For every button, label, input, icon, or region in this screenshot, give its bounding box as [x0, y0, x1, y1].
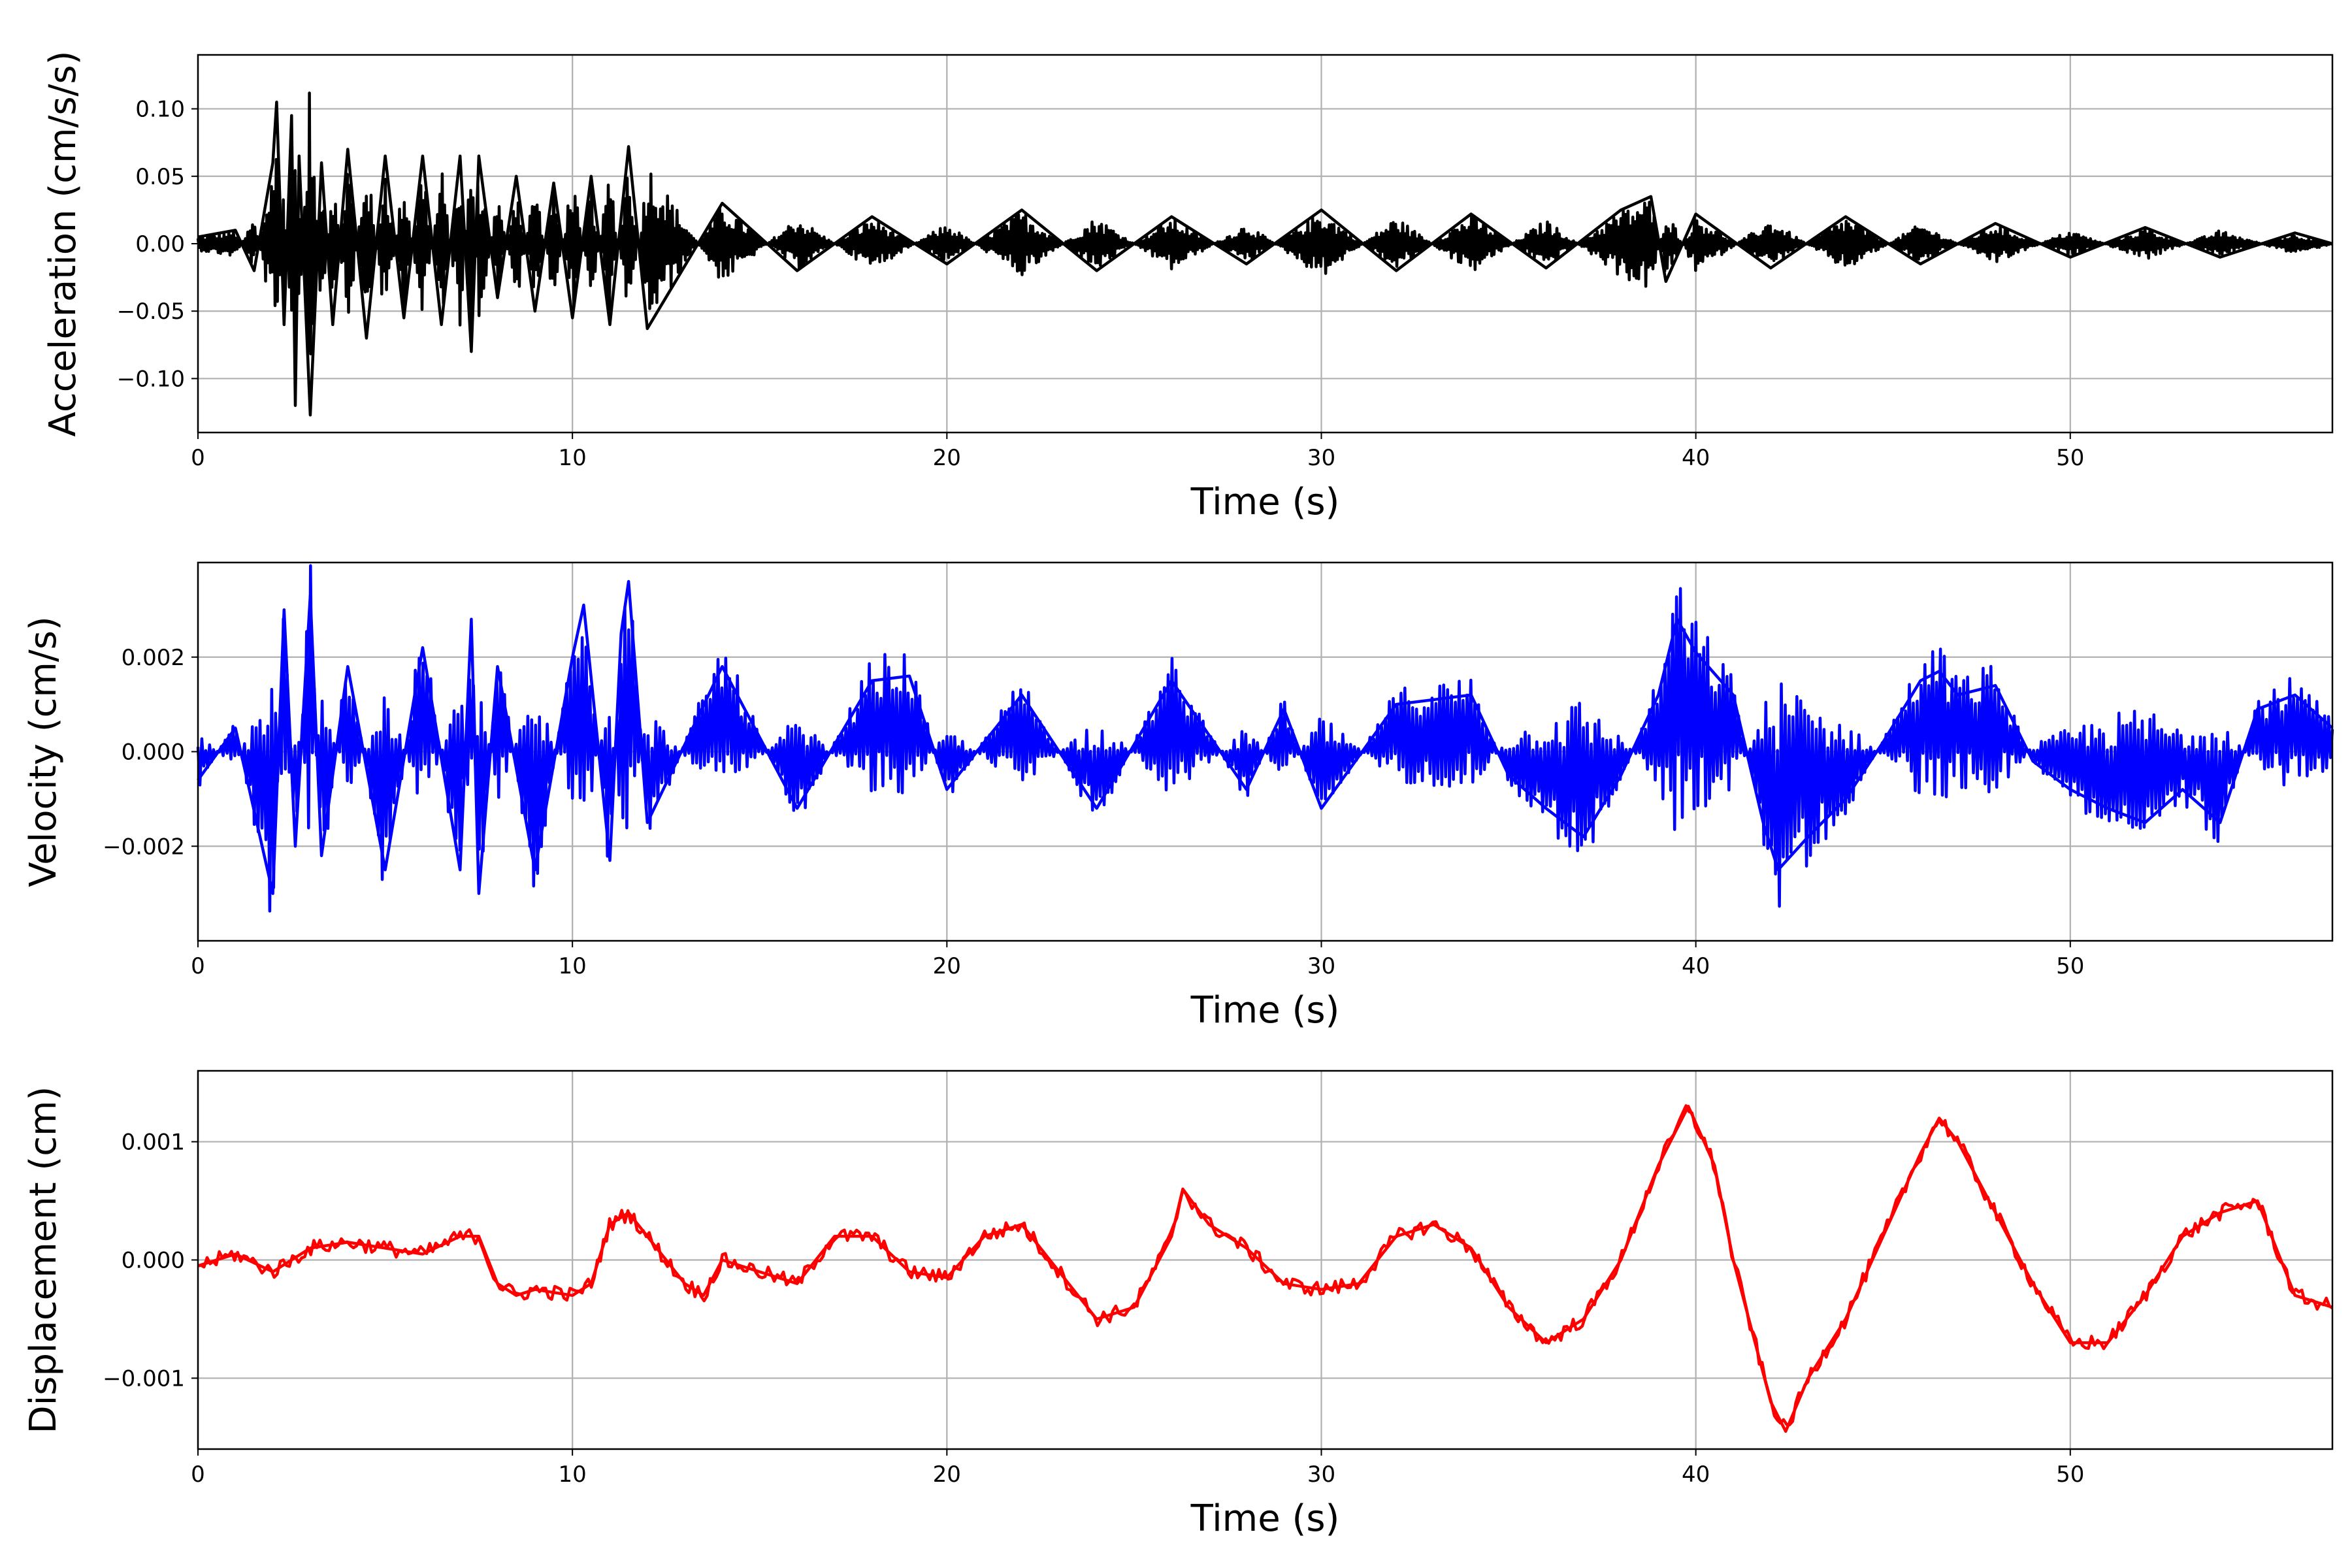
displacement-xtick-label: 40 [1682, 1462, 1710, 1488]
velocity-ytick-label: −0.002 [103, 834, 185, 860]
velocity-xtick-label: 30 [1307, 953, 1335, 979]
velocity-xtick-label: 40 [1682, 953, 1710, 979]
displacement-yaxis-label: Displacement (cm) [22, 1086, 65, 1434]
displacement-panel: 0 10 20 30 40 50 −0.001 0.000 0.001 Time (s) Displ… [22, 1070, 2334, 1540]
displacement-xtick-label: 50 [2056, 1462, 2084, 1488]
displacement-xtick-label: 10 [559, 1462, 587, 1488]
displacement-xtick-label: 30 [1307, 1462, 1335, 1488]
acceleration-ytick-label: −0.05 [117, 299, 185, 325]
velocity-panel: 0 10 20 30 40 50 −0.002 0.000 0.002 Time (s) Veloc… [22, 561, 2334, 1032]
velocity-xtick-label: 10 [559, 953, 587, 979]
displacement-xtick-label: 0 [191, 1462, 205, 1488]
displacement-series-line [197, 1104, 2334, 1427]
displacement-ytick-label: 0.001 [122, 1130, 185, 1156]
velocity-xtick-label: 0 [191, 953, 205, 979]
acceleration-ytick-label: −0.10 [117, 366, 185, 392]
displacement-ytick-label: −0.001 [103, 1365, 185, 1392]
velocity-xaxis-label: Time (s) [1190, 989, 1340, 1032]
acceleration-yaxis-label: Acceleration (cm/s/s) [42, 51, 84, 437]
acceleration-xtick-label: 20 [933, 445, 961, 471]
velocity-series-keypoints [197, 580, 2334, 895]
displacement-xaxis-label: Time (s) [1190, 1497, 1340, 1540]
displacement-xtick-label: 20 [933, 1462, 961, 1488]
acceleration-ytick-label: 0.10 [135, 97, 185, 123]
acceleration-xtick-label: 30 [1307, 445, 1335, 471]
velocity-xtick-label: 20 [933, 953, 961, 979]
velocity-ytick-label: 0.002 [122, 645, 185, 671]
displacement-ytick-label: 0.000 [122, 1248, 185, 1274]
velocity-yaxis-label: Velocity (cm/s) [22, 616, 65, 887]
velocity-xtick-label: 50 [2056, 953, 2084, 979]
acceleration-panel: 0 10 20 30 40 50 −0.10 −0.05 0.00 0.05 0.10 Time (s… [42, 51, 2334, 523]
acceleration-xtick-label: 40 [1682, 445, 1710, 471]
acceleration-xtick-label: 0 [191, 445, 205, 471]
acceleration-xtick-label: 50 [2056, 445, 2084, 471]
acceleration-series-keypoints [197, 101, 2333, 417]
velocity-ytick-label: 0.000 [122, 740, 185, 766]
displacement-series-keypoints [197, 1105, 2333, 1433]
acceleration-xaxis-label: Time (s) [1190, 481, 1340, 523]
acceleration-xtick-label: 10 [559, 445, 587, 471]
acceleration-ytick-label: 0.05 [135, 164, 185, 190]
acceleration-ytick-label: 0.00 [135, 231, 185, 257]
